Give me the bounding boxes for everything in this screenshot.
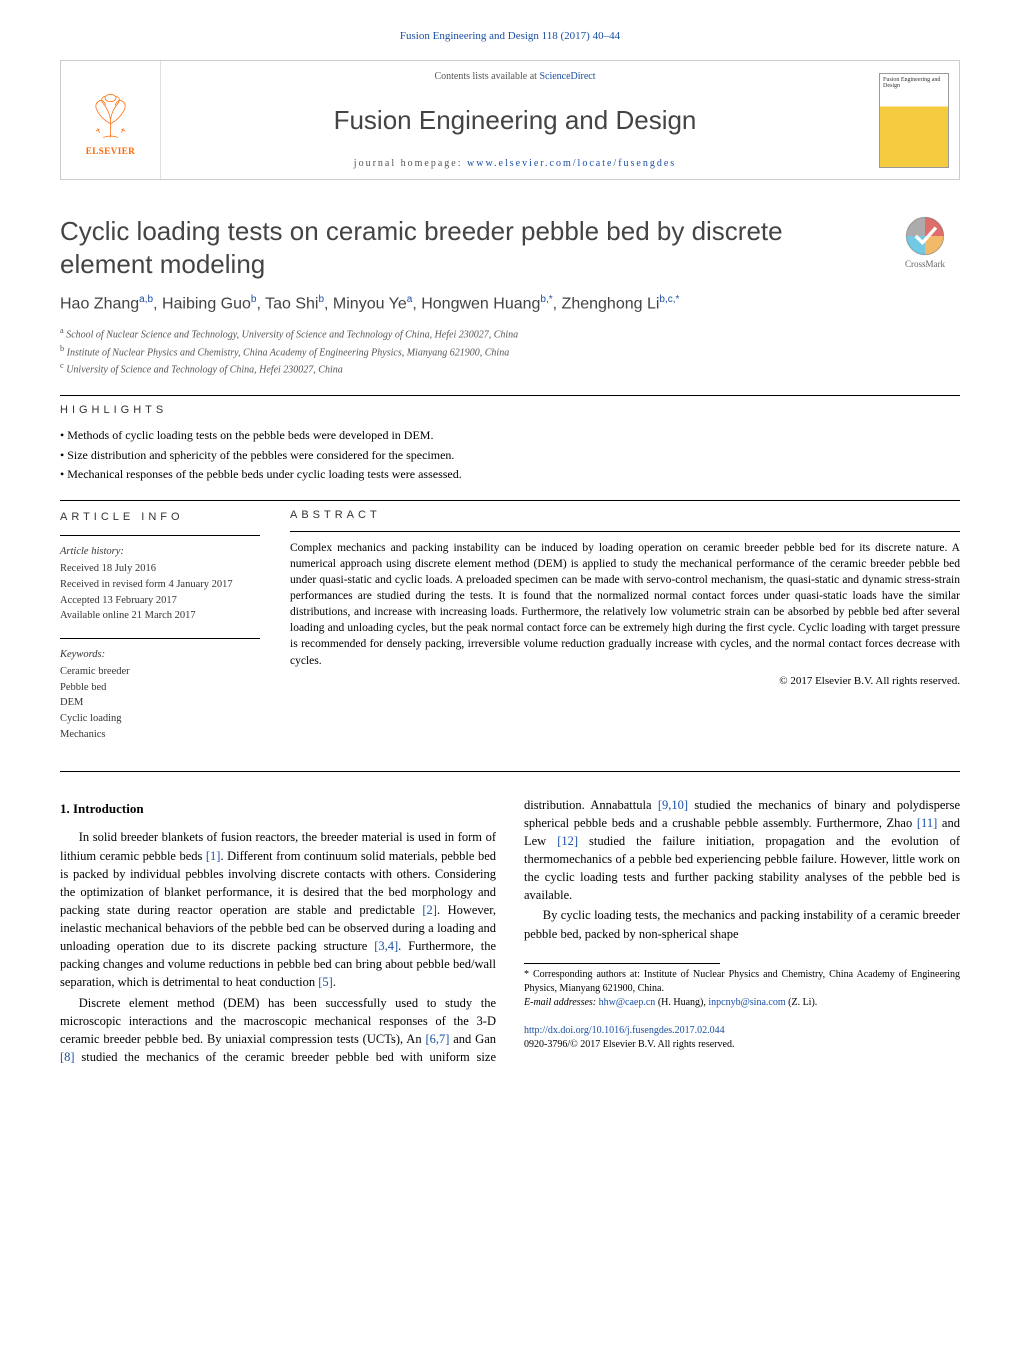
sciencedirect-link[interactable]: ScienceDirect xyxy=(539,71,595,82)
crossmark-badge[interactable]: CrossMark xyxy=(890,215,960,269)
abstract-heading: abstract xyxy=(290,509,960,521)
intro-heading: 1. Introduction xyxy=(60,800,496,819)
doi-block: http://dx.doi.org/10.1016/j.fusengdes.20… xyxy=(524,1024,960,1052)
authors-line: Hao Zhanga,b, Haibing Guob, Tao Shib, Mi… xyxy=(60,294,960,313)
highlight-item: Mechanical responses of the pebble beds … xyxy=(60,465,960,484)
journal-cover-thumbnail: Fusion Engineering and Design xyxy=(879,73,949,168)
history-online: Available online 21 March 2017 xyxy=(60,608,260,624)
author-2-aff: b xyxy=(318,294,324,305)
email-name-2: (Z. Li). xyxy=(786,997,818,1008)
author-5-aff: b,c,* xyxy=(659,294,679,305)
history-revised: Received in revised form 4 January 2017 xyxy=(60,577,260,593)
abstract-text: Complex mechanics and packing instabilit… xyxy=(290,540,960,669)
email-link-1[interactable]: hhw@caep.cn xyxy=(599,997,656,1008)
email-name-1: (H. Huang), xyxy=(655,997,708,1008)
cover-title-text: Fusion Engineering and Design xyxy=(883,77,945,90)
ref-link[interactable]: [3,4] xyxy=(374,939,398,953)
email-link-2[interactable]: inpcnyb@sina.com xyxy=(708,997,785,1008)
author-4-aff: b,* xyxy=(540,294,552,305)
doi-link[interactable]: http://dx.doi.org/10.1016/j.fusengdes.20… xyxy=(524,1025,725,1036)
corresponding-note: Corresponding authors at: Institute of N… xyxy=(524,969,960,994)
homepage-prefix: journal homepage: xyxy=(354,158,467,169)
ref-link[interactable]: [5] xyxy=(318,975,333,989)
highlight-item: Size distribution and sphericity of the … xyxy=(60,446,960,465)
highlight-item: Methods of cyclic loading tests on the p… xyxy=(60,426,960,445)
email-label: E-mail addresses: xyxy=(524,997,599,1008)
contents-available-line: Contents lists available at ScienceDirec… xyxy=(181,71,849,82)
history-received: Received 18 July 2016 xyxy=(60,561,260,577)
header-citation: Fusion Engineering and Design 118 (2017)… xyxy=(60,30,960,42)
ref-link[interactable]: [6,7] xyxy=(425,1032,449,1046)
elsevier-tree-icon xyxy=(81,84,141,144)
aff-key-2: c xyxy=(60,361,64,370)
header-center: Contents lists available at ScienceDirec… xyxy=(161,61,869,179)
intro-paragraph-1: In solid breeder blankets of fusion reac… xyxy=(60,828,496,991)
abstract-column: abstract Complex mechanics and packing i… xyxy=(290,509,960,743)
author-3-aff: a xyxy=(407,294,413,305)
aff-key-0: a xyxy=(60,326,64,335)
keyword-item: Cyclic loading xyxy=(60,711,260,727)
aff-text-1: Institute of Nuclear Physics and Chemist… xyxy=(67,347,510,358)
history-head: Article history: xyxy=(60,544,260,560)
ref-link[interactable]: [1] xyxy=(206,849,221,863)
ref-link[interactable]: [8] xyxy=(60,1050,75,1064)
keywords-head: Keywords: xyxy=(60,647,260,663)
journal-cover-block: Fusion Engineering and Design xyxy=(869,61,959,179)
highlights-list: Methods of cyclic loading tests on the p… xyxy=(60,426,960,484)
journal-header-box: ELSEVIER Contents lists available at Sci… xyxy=(60,60,960,180)
author-4: Hongwen Huang xyxy=(421,295,540,312)
publisher-logo-block: ELSEVIER xyxy=(61,61,161,179)
publisher-name: ELSEVIER xyxy=(86,146,136,156)
author-5: Zhenghong Li xyxy=(562,295,660,312)
aff-key-1: b xyxy=(60,344,64,353)
aff-text-2: University of Science and Technology of … xyxy=(66,364,343,375)
keyword-item: DEM xyxy=(60,695,260,711)
intro-p2-text: and Gan xyxy=(449,1032,496,1046)
keyword-item: Pebble bed xyxy=(60,680,260,696)
history-accepted: Accepted 13 February 2017 xyxy=(60,593,260,609)
issn-copyright: 0920-3796/© 2017 Elsevier B.V. All right… xyxy=(524,1039,734,1050)
homepage-link[interactable]: www.elsevier.com/locate/fusengdes xyxy=(467,158,676,169)
author-3: Minyou Ye xyxy=(333,295,407,312)
author-2: Tao Shi xyxy=(265,295,318,312)
aff-text-0: School of Nuclear Science and Technology… xyxy=(66,330,518,341)
article-title: Cyclic loading tests on ceramic breeder … xyxy=(60,215,870,280)
intro-paragraph-3: By cyclic loading tests, the mechanics a… xyxy=(524,906,960,942)
article-info-column: article info Article history: Received 1… xyxy=(60,509,260,743)
intro-p1-text: . xyxy=(333,975,336,989)
author-0: Hao Zhang xyxy=(60,295,139,312)
keyword-item: Ceramic breeder xyxy=(60,664,260,680)
body-text-columns: 1. Introduction In solid breeder blanket… xyxy=(60,796,960,1066)
highlights-heading: highlights xyxy=(60,404,960,416)
article-info-heading: article info xyxy=(60,509,260,526)
abstract-copyright: © 2017 Elsevier B.V. All rights reserved… xyxy=(290,675,960,687)
crossmark-label: CrossMark xyxy=(890,259,960,269)
homepage-line: journal homepage: www.elsevier.com/locat… xyxy=(181,158,849,169)
intro-p2-text: studied the failure initiation, propagat… xyxy=(524,834,960,902)
corresponding-author-footnote: * Corresponding authors at: Institute of… xyxy=(524,963,960,1052)
author-1: Haibing Guo xyxy=(162,295,251,312)
author-0-aff: a,b xyxy=(139,294,153,305)
ref-link[interactable]: [2] xyxy=(422,903,437,917)
ref-link[interactable]: [9,10] xyxy=(658,798,688,812)
ref-link[interactable]: [11] xyxy=(917,816,937,830)
ref-link[interactable]: [12] xyxy=(557,834,578,848)
journal-name: Fusion Engineering and Design xyxy=(181,105,849,136)
keyword-item: Mechanics xyxy=(60,727,260,743)
affiliations-block: a School of Nuclear Science and Technolo… xyxy=(60,325,960,377)
author-1-aff: b xyxy=(251,294,257,305)
contents-prefix: Contents lists available at xyxy=(434,71,539,82)
